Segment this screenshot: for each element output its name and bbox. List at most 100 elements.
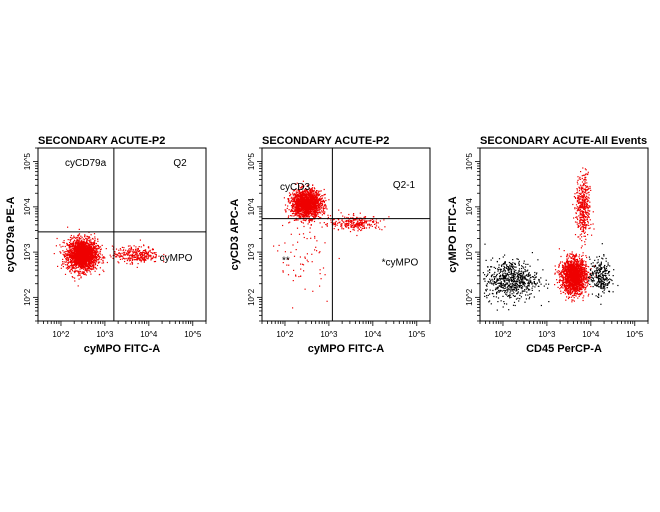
- data-point: [89, 246, 91, 248]
- data-point: [310, 198, 312, 200]
- data-point: [92, 245, 95, 247]
- data-point: [73, 251, 75, 253]
- data-point: [89, 260, 91, 262]
- data-point: [117, 261, 119, 263]
- data-point: [572, 254, 575, 256]
- data-point: [352, 223, 354, 225]
- data-point: [299, 192, 301, 194]
- data-point: [311, 203, 313, 205]
- data-point: [77, 250, 79, 252]
- data-point: [295, 196, 297, 198]
- data-point: [91, 247, 94, 249]
- data-point: [89, 252, 91, 254]
- data-point: [306, 185, 308, 187]
- data-point: [59, 251, 61, 253]
- data-point: [298, 193, 300, 195]
- data-point: [78, 252, 80, 254]
- data-point: [303, 206, 305, 208]
- data-point: [123, 253, 125, 255]
- data-point: [74, 262, 76, 264]
- data-point: [79, 261, 81, 263]
- data-point: [308, 209, 310, 212]
- data-point: [379, 228, 381, 230]
- data-point: [571, 251, 573, 253]
- data-point: [136, 257, 138, 259]
- data-point: [92, 267, 94, 269]
- data-point: [321, 200, 323, 202]
- data-point: [308, 201, 310, 203]
- data-point: [78, 248, 80, 250]
- data-point: [317, 205, 320, 207]
- data-point: [133, 251, 135, 253]
- data-point: [356, 219, 358, 221]
- data-point: [73, 264, 75, 266]
- data-point: [298, 195, 300, 197]
- data-point: [348, 220, 350, 222]
- data-point: [138, 250, 140, 252]
- data-point: [319, 203, 321, 205]
- data-point: [323, 206, 325, 208]
- data-point: [318, 199, 321, 201]
- data-point: [314, 193, 316, 195]
- data-point: [77, 241, 79, 243]
- data-point: [64, 251, 66, 253]
- data-point: [65, 258, 67, 261]
- data-point: [353, 221, 355, 224]
- data-point: [98, 247, 100, 249]
- data-point: [79, 274, 81, 276]
- data-point: [340, 225, 342, 227]
- data-point: [306, 195, 308, 197]
- data-point: [85, 257, 87, 259]
- data-point: [321, 197, 323, 199]
- data-point: [92, 268, 94, 270]
- data-point: [305, 214, 307, 216]
- data-point: [287, 216, 289, 218]
- data-point: [349, 231, 352, 233]
- data-point: [311, 205, 313, 207]
- data-point: [316, 199, 318, 201]
- data-point: [284, 209, 286, 211]
- data-point: [83, 244, 86, 246]
- data-point: [373, 220, 375, 222]
- data-point: [299, 194, 301, 196]
- data-point: [86, 257, 88, 259]
- data-point: [321, 195, 323, 197]
- data-point: [90, 247, 93, 249]
- data-point: [70, 244, 72, 246]
- data-point: [273, 245, 275, 247]
- data-point: [69, 246, 71, 248]
- data-point: [579, 286, 581, 288]
- data-point: [318, 191, 320, 193]
- data-point: [85, 248, 87, 250]
- data-point: [81, 259, 83, 261]
- data-point: [69, 252, 71, 254]
- data-point: [72, 259, 74, 261]
- data-point: [99, 273, 101, 276]
- data-point: [94, 247, 96, 249]
- data-point: [296, 209, 298, 211]
- data-point: [361, 227, 363, 229]
- data-point: [297, 195, 299, 197]
- data-point: [102, 260, 104, 262]
- data-point: [332, 222, 334, 224]
- data-point: [323, 205, 325, 207]
- data-point: [289, 201, 291, 203]
- data-point: [75, 240, 78, 242]
- data-point: [305, 189, 308, 191]
- data-point: [122, 254, 125, 256]
- data-point: [322, 199, 325, 201]
- data-point: [307, 190, 309, 192]
- data-point: [72, 249, 74, 251]
- data-point: [311, 204, 313, 206]
- data-point: [86, 259, 88, 261]
- data-point: [313, 200, 315, 202]
- data-point: [75, 242, 77, 244]
- data-point: [90, 265, 92, 267]
- data-point: [308, 221, 311, 223]
- data-point: [102, 269, 104, 271]
- data-point: [294, 201, 296, 203]
- data-point: [343, 221, 345, 224]
- data-point: [78, 257, 80, 259]
- data-point: [73, 255, 76, 257]
- data-point: [311, 193, 313, 195]
